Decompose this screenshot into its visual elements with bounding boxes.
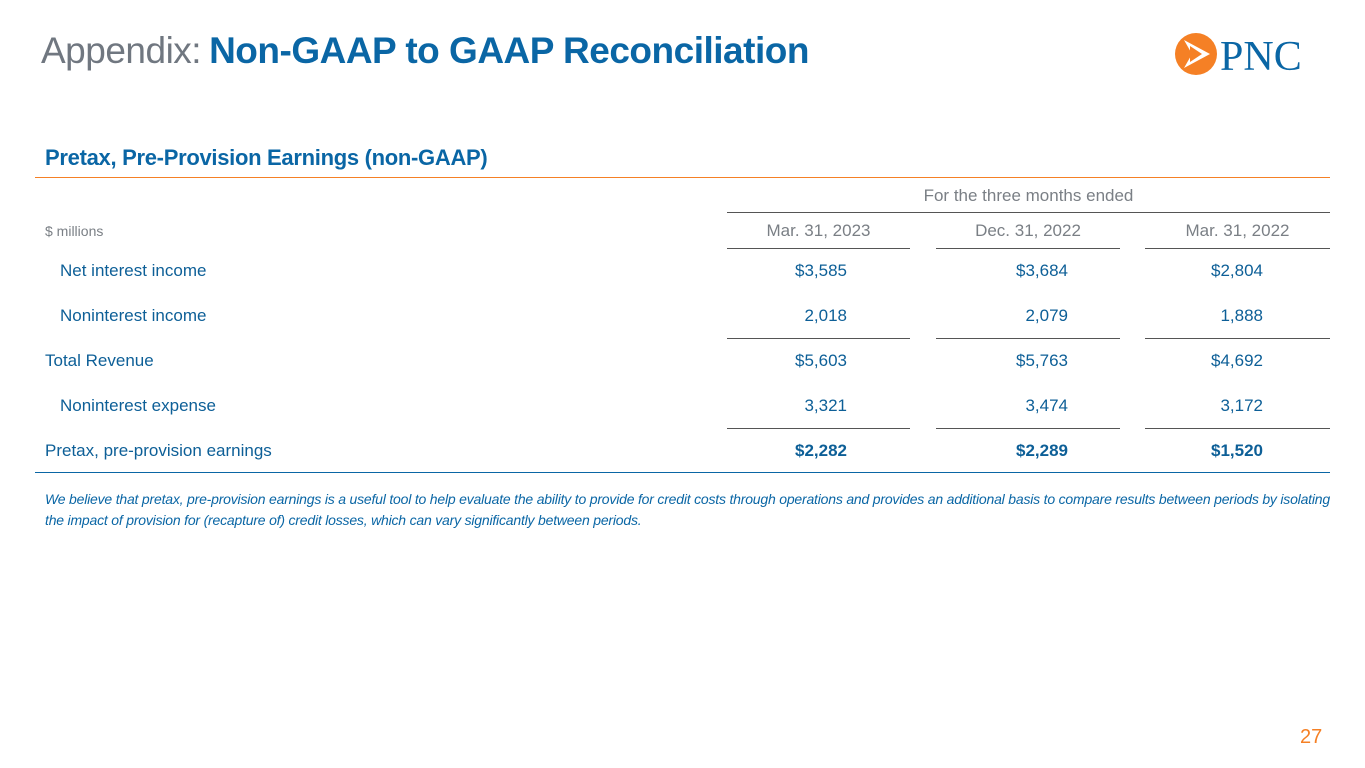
logo: PNC (1175, 33, 1302, 80)
cell-value: 2,079 (1025, 306, 1068, 325)
rule (1145, 248, 1330, 249)
cell-value: $2,804 (1211, 261, 1263, 280)
cell-value: 3,474 (1025, 396, 1068, 415)
cell-value: $2,289 (1016, 441, 1068, 460)
rule (1145, 338, 1330, 339)
rule (936, 248, 1120, 249)
cell-value: 2,018 (804, 306, 847, 325)
logo-text: PNC (1220, 34, 1302, 80)
column-header: Mar. 31, 2022 (1185, 221, 1290, 240)
row-label: Pretax, pre-provision earnings (45, 441, 272, 460)
rule (727, 338, 910, 339)
rule (35, 472, 1330, 473)
slide-title: Appendix: Non-GAAP to GAAP Reconciliation (41, 30, 809, 72)
rule (936, 338, 1120, 339)
cell-value: $5,763 (1016, 351, 1068, 370)
rule (1145, 428, 1330, 429)
title-prefix: Appendix: (41, 30, 202, 71)
cell-value: $5,603 (795, 351, 847, 370)
title-main: Non-GAAP to GAAP Reconciliation (209, 30, 809, 71)
section-title: Pretax, Pre-Provision Earnings (non-GAAP… (45, 145, 488, 170)
rule (936, 428, 1120, 429)
cell-value: $4,692 (1211, 351, 1263, 370)
cell-value: 3,321 (804, 396, 847, 415)
column-header: Dec. 31, 2022 (975, 221, 1081, 240)
cell-value: $3,585 (795, 261, 847, 280)
footnote: We believe that pretax, pre-provision ea… (45, 491, 1330, 528)
cell-value: $1,520 (1211, 441, 1263, 460)
row-label: Net interest income (60, 261, 207, 280)
row-label: Noninterest income (60, 306, 207, 325)
unit-label: $ millions (45, 223, 104, 239)
row-label: Noninterest expense (60, 396, 216, 415)
column-header: Mar. 31, 2023 (766, 221, 871, 240)
row-label: Total Revenue (45, 351, 154, 370)
cell-value: 3,172 (1220, 396, 1263, 415)
page-number: 27 (1300, 726, 1323, 748)
cell-value: 1,888 (1220, 306, 1263, 325)
rule (35, 177, 1330, 178)
rule (727, 248, 910, 249)
rule (727, 212, 1330, 213)
cell-value: $2,282 (795, 441, 847, 460)
cell-value: $3,684 (1016, 261, 1068, 280)
group-header: For the three months ended (923, 186, 1134, 205)
rule (727, 428, 910, 429)
